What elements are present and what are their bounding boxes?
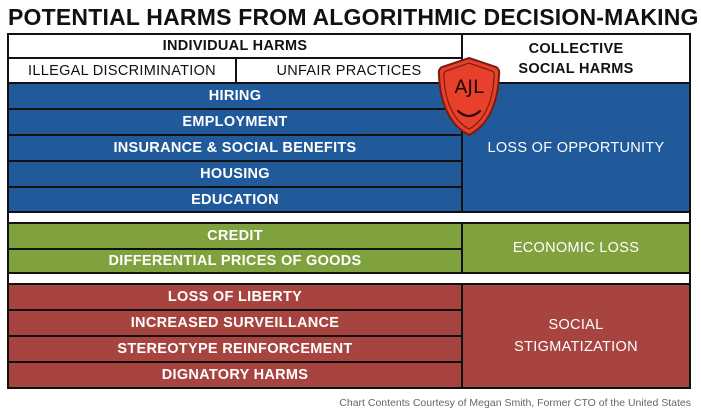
collective-header-line2: SOCIAL HARMS xyxy=(518,60,634,77)
harm-row-loss-of-liberty: LOSS OF LIBERTY xyxy=(9,285,461,309)
collective-header-line1: COLLECTIVE xyxy=(528,40,624,57)
individual-harms-header: INDIVIDUAL HARMS xyxy=(9,35,461,57)
harm-row-housing: HOUSING xyxy=(9,162,461,186)
stigmatization-line2: STIGMATIZATION xyxy=(514,339,638,355)
separator xyxy=(9,213,689,222)
collective-social-stigmatization: SOCIAL STIGMATIZATION xyxy=(463,285,689,387)
harm-row-employment: EMPLOYMENT xyxy=(9,110,461,134)
page-title: POTENTIAL HARMS FROM ALGORITHMIC DECISIO… xyxy=(8,4,699,30)
harm-row-education: EDUCATION xyxy=(9,188,461,211)
unfair-practices-header: UNFAIR PRACTICES xyxy=(237,59,461,82)
credit-line: Chart Contents Courtesy of Megan Smith, … xyxy=(339,397,691,409)
collective-loss-of-opportunity: LOSS OF OPPORTUNITY xyxy=(463,84,689,211)
harm-row-stereotype-reinforcement: STEREOTYPE REINFORCEMENT xyxy=(9,337,461,361)
stigmatization-line1: SOCIAL xyxy=(548,317,604,333)
harm-row-insurance-social-benefits: INSURANCE & SOCIAL BENEFITS xyxy=(9,136,461,160)
harm-row-hiring: HIRING xyxy=(9,84,461,108)
ajl-shield-logo: AJL xyxy=(437,56,501,137)
harm-row-dignatory-harms: DIGNATORY HARMS xyxy=(9,363,461,387)
separator xyxy=(9,274,689,283)
collective-social-harms-header: COLLECTIVE SOCIAL HARMS xyxy=(463,35,689,82)
harm-row-differential-prices: DIFFERENTIAL PRICES OF GOODS xyxy=(9,250,461,272)
logo-text: AJL xyxy=(454,76,484,98)
harms-table: INDIVIDUAL HARMS ILLEGAL DISCRIMINATION … xyxy=(7,33,691,389)
harm-row-credit: CREDIT xyxy=(9,224,461,248)
illegal-discrimination-header: ILLEGAL DISCRIMINATION xyxy=(9,59,235,82)
collective-economic-loss: ECONOMIC LOSS xyxy=(463,224,689,272)
harm-row-increased-surveillance: INCREASED SURVEILLANCE xyxy=(9,311,461,335)
